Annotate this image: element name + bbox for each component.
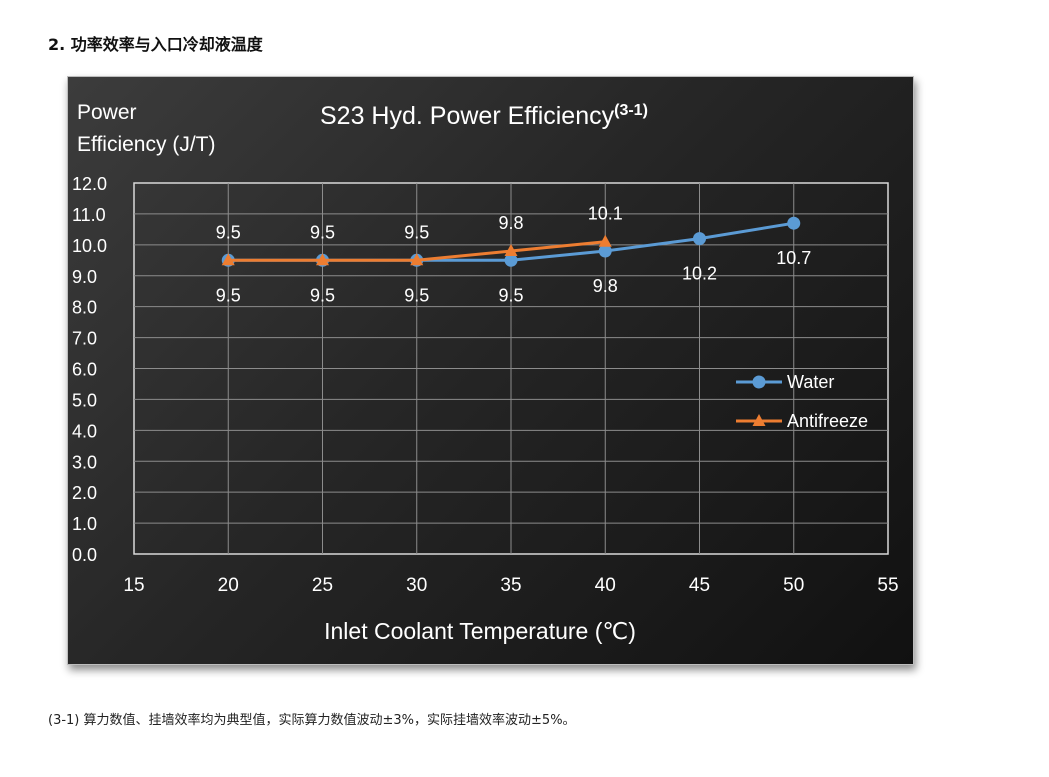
y-axis-label-line2: Efficiency (J/T)	[77, 133, 215, 156]
y-tick-label: 11.0	[72, 205, 106, 225]
y-tick-label: 8.0	[72, 298, 97, 318]
water-point	[504, 253, 518, 267]
footnote: (3-1) 算力数值、挂墙效率均为典型值，实际算力数值波动±3%，实际挂墙效率波…	[48, 713, 576, 728]
y-tick-label: 12.0	[72, 174, 107, 194]
x-tick-label: 50	[783, 575, 804, 596]
water-data-label: 9.5	[498, 285, 523, 305]
water-data-label: 10.2	[682, 264, 717, 284]
antifreeze-point	[598, 234, 612, 247]
section-heading: 2. 功率效率与入口冷却液温度	[48, 35, 263, 54]
x-tick-label: 45	[689, 575, 710, 596]
y-tick-labels: 0.0 1.0 2.0 3.0 4.0 5.0 6.0 7.0 8.0 9.0 10.0 11.0 12…	[72, 174, 107, 565]
gridlines	[133, 182, 889, 555]
x-tick-label: 30	[406, 575, 427, 596]
series-lines	[221, 216, 801, 267]
water-point	[598, 244, 612, 258]
y-tick-label: 5.0	[72, 390, 97, 410]
antifreeze-data-label: 9.5	[310, 222, 335, 242]
y-axis-label-line1: Power	[77, 101, 137, 124]
y-tick-label: 7.0	[72, 329, 97, 349]
y-tick-label: 10.0	[72, 236, 107, 256]
antifreeze-point	[504, 244, 518, 257]
water-data-label: 10.7	[776, 248, 811, 268]
y-tick-label: 0.0	[72, 545, 97, 565]
y-tick-label: 4.0	[72, 421, 97, 441]
y-tick-label: 1.0	[72, 514, 97, 534]
x-tick-label: 35	[500, 575, 521, 596]
antifreeze-data-label: 9.5	[404, 222, 429, 242]
y-tick-label: 2.0	[72, 483, 97, 503]
water-point	[787, 216, 801, 230]
water-data-label: 9.8	[593, 276, 618, 296]
chart-title: S23 Hyd. Power Efficiency	[320, 102, 615, 130]
chart-panel: Power Efficiency (J/T) S23 Hyd. Power Ef…	[67, 76, 914, 665]
legend-antifreeze-label: Antifreeze	[787, 411, 868, 431]
water-data-label: 9.5	[404, 285, 429, 305]
antifreeze-data-label: 9.8	[498, 213, 523, 233]
x-tick-label: 25	[312, 575, 333, 596]
x-tick-label: 55	[877, 575, 898, 596]
y-tick-label: 9.0	[72, 267, 97, 287]
antifreeze-point	[316, 253, 329, 266]
x-tick-labels: 15 20 25 30 35 40 45 50 55	[123, 575, 898, 596]
x-tick-label: 20	[218, 575, 239, 596]
x-tick-label: 40	[595, 575, 616, 596]
chart-title-superscript: (3-1)	[614, 102, 648, 119]
data-labels: 9.5 9.5 9.5 9.5 9.8 10.2 10.7 9.5 9.5 9.5 9.8 10.1	[216, 204, 812, 306]
chart-title-group: S23 Hyd. Power Efficiency(3-1)	[320, 102, 648, 130]
antifreeze-data-label: 10.1	[588, 204, 623, 224]
antifreeze-data-label: 9.5	[216, 222, 241, 242]
antifreeze-point	[410, 253, 424, 266]
water-point	[693, 232, 706, 246]
legend-water-marker	[752, 375, 766, 389]
x-axis-label: Inlet Coolant Temperature (℃)	[324, 618, 636, 644]
water-data-label: 9.5	[216, 285, 241, 305]
y-tick-label: 3.0	[72, 452, 97, 472]
legend-antifreeze-marker	[752, 414, 766, 426]
legend: Water Antifreeze	[736, 372, 868, 431]
legend-water-label: Water	[787, 372, 834, 392]
water-data-label: 9.5	[310, 285, 335, 305]
antifreeze-point	[221, 253, 235, 266]
y-tick-label: 6.0	[72, 360, 97, 380]
efficiency-line-chart: Power Efficiency (J/T) S23 Hyd. Power Ef…	[72, 101, 899, 644]
x-tick-label: 15	[123, 575, 144, 596]
